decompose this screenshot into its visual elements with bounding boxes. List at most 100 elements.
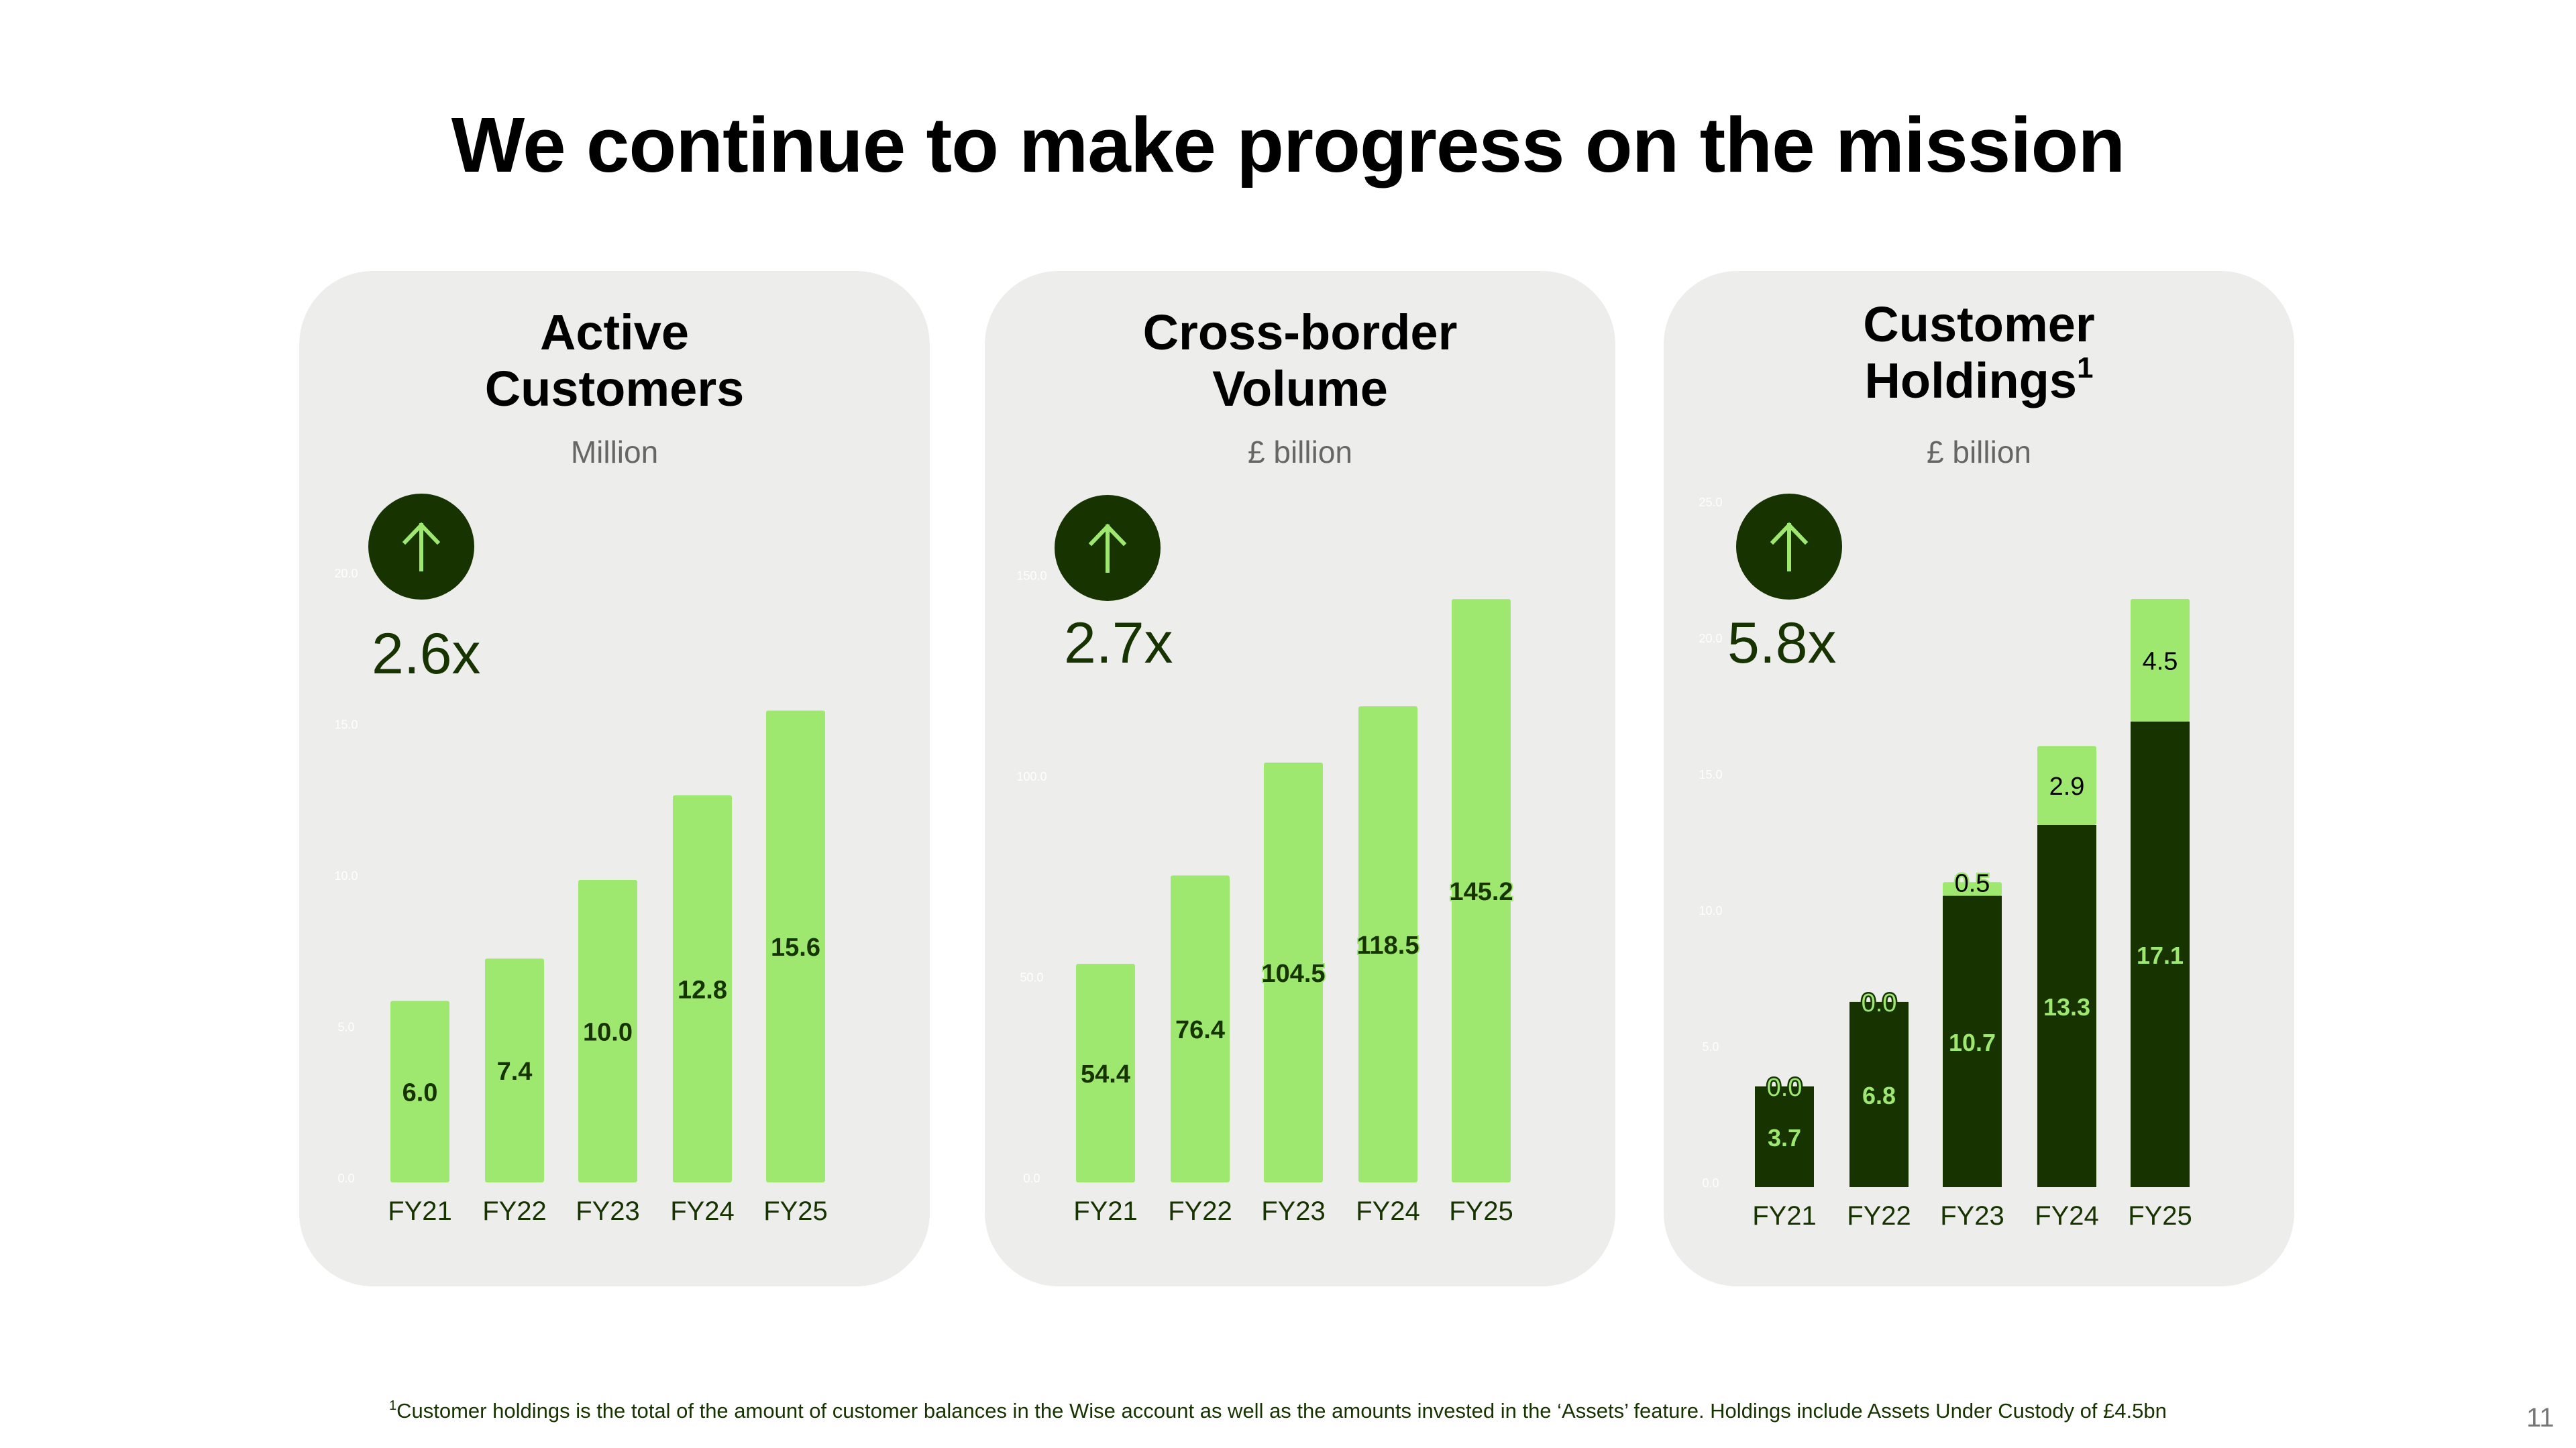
growth-multiplier: 5.8x	[1727, 611, 1837, 675]
card-title-line2: Volume	[985, 361, 1615, 425]
bar-fy25	[766, 710, 825, 1182]
footnote-marker: 1	[2077, 351, 2094, 384]
bar-fy22	[485, 958, 544, 1182]
bar-value-label: 145.2	[1449, 878, 1513, 906]
assets-value-label: 0.0	[1862, 989, 1897, 1017]
bar-fy24	[673, 795, 732, 1182]
x-axis-label: FY22	[1168, 1196, 1232, 1226]
y-tick-label: 5.0	[337, 1021, 354, 1034]
bar-balances-fy23	[1943, 895, 2002, 1187]
assets-value-label: 4.5	[2143, 647, 2178, 675]
bar-value-label: 54.4	[1081, 1060, 1130, 1089]
x-axis-label: FY24	[670, 1196, 735, 1226]
x-axis-label: FY25	[1449, 1196, 1513, 1226]
bar-balances-fy24	[2037, 825, 2096, 1187]
y-tick-label: 100.0	[1016, 770, 1046, 783]
balances-value-label: 6.8	[1862, 1082, 1896, 1109]
y-tick-label: 20.0	[1699, 632, 1722, 645]
bar-fy21	[1076, 964, 1135, 1182]
arrow-up-icon	[402, 522, 441, 571]
bar-value-label: 10.0	[583, 1019, 633, 1047]
x-axis-label: FY25	[2128, 1201, 2192, 1231]
customer-holdings-chart: 0.0 5.0 10.0 15.0 20.0 25.0 3.7 0.0 FY21 6.8 0.0 FY…	[1699, 496, 2192, 1231]
arrow-up-icon	[1770, 522, 1809, 571]
bar-fy23	[1264, 763, 1323, 1182]
y-tick-label: 20.0	[334, 567, 358, 580]
card-title-line2: Holdings1	[1664, 351, 2294, 416]
slide-title: We continue to make progress on the miss…	[451, 101, 2125, 188]
balances-value-label: 10.7	[1949, 1029, 1996, 1056]
card-title-line1: Customer	[1863, 296, 2095, 352]
x-axis-label: FY25	[763, 1196, 828, 1226]
card-title-line2: Customers	[299, 361, 930, 425]
bar-value-label: 15.6	[771, 934, 820, 962]
balances-value-label: 3.7	[1768, 1124, 1801, 1152]
bar-assets-fy25	[2131, 599, 2190, 722]
y-tick-label: 5.0	[1702, 1040, 1719, 1054]
x-axis-label: FY22	[482, 1196, 547, 1226]
bar-assets-fy23	[1943, 882, 2002, 896]
balances-value-label: 13.3	[2043, 993, 2090, 1021]
bar-fy24	[1358, 706, 1417, 1182]
y-tick-label: 10.0	[1699, 904, 1722, 917]
cross-border-volume-chart: 0.0 50.0 100.0 150.0 54.4 FY21 76.4 FY22 104.5 FY…	[1016, 569, 1514, 1227]
x-axis-label: FY22	[1847, 1201, 1911, 1231]
arrow-up-icon	[1088, 523, 1127, 573]
growth-badge	[1736, 494, 1842, 600]
bar-assets-fy24	[2037, 746, 2096, 826]
bar-fy21	[390, 1001, 449, 1182]
y-tick-label: 0.0	[1702, 1176, 1719, 1190]
bar-value-label: 118.5	[1357, 932, 1419, 960]
bar-value-label: 6.0	[402, 1079, 438, 1107]
bar-fy22	[1171, 875, 1230, 1182]
growth-badge	[1055, 495, 1161, 601]
customer-holdings-card: Customer Holdings1 £ billion 5.8x 0.0 5.0…	[1664, 271, 2294, 1286]
footnote-marker: 1	[389, 1398, 397, 1413]
bar-fy23	[578, 880, 637, 1182]
y-tick-label: 15.0	[1699, 768, 1722, 781]
bar-value-label: 76.4	[1175, 1016, 1225, 1044]
assets-value-label: 0.0	[1767, 1074, 1803, 1102]
y-tick-label: 0.0	[337, 1172, 354, 1185]
x-axis-label: FY24	[2035, 1201, 2099, 1231]
card-title: Active Customers	[299, 304, 930, 425]
card-unit: £ billion	[1248, 435, 1352, 469]
assets-value-label: 2.9	[2049, 773, 2085, 801]
bar-balances-fy25	[2131, 721, 2190, 1187]
footnote-text: Customer holdings is the total of the am…	[396, 1399, 2167, 1423]
bar-value-label: 104.5	[1261, 960, 1325, 988]
active-customers-chart: 0.0 5.0 10.0 15.0 20.0 6.0 FY21 7.4 FY22 10.0 FY23…	[334, 567, 828, 1226]
bar-fy25	[1452, 599, 1511, 1182]
x-axis-label: FY23	[1940, 1201, 2004, 1231]
card-title: Customer Holdings1	[1664, 296, 2294, 416]
bar-value-label: 12.8	[678, 976, 727, 1004]
growth-multiplier: 2.7x	[1064, 611, 1173, 675]
bar-value-label: 7.4	[497, 1058, 533, 1086]
cross-border-volume-card: Cross-border Volume £ billion 2.7x 0.0 50…	[985, 271, 1615, 1286]
balances-value-label: 17.1	[2137, 942, 2184, 969]
card-title: Cross-border Volume	[985, 304, 1615, 425]
card-title-line2-text: Holdings	[1864, 353, 2078, 408]
card-title-line1: Active	[539, 304, 690, 360]
footnote: 1Customer holdings is the total of the a…	[389, 1398, 2167, 1423]
card-title-line2-text: Customers	[484, 361, 745, 416]
bar-balances-fy21	[1755, 1086, 1814, 1187]
card-unit: Million	[570, 435, 659, 469]
card-title-line2-text: Volume	[1212, 361, 1388, 416]
y-tick-label: 150.0	[1016, 569, 1046, 583]
assets-value-label: 0.5	[1955, 869, 1990, 897]
card-title-line1: Cross-border	[1142, 304, 1458, 360]
y-tick-label: 10.0	[334, 869, 358, 883]
page-number: 11	[2526, 1403, 2555, 1433]
y-tick-label: 15.0	[334, 718, 358, 732]
bar-balances-fy22	[1849, 1001, 1909, 1187]
x-axis-label: FY21	[388, 1196, 452, 1226]
x-axis-label: FY24	[1356, 1196, 1420, 1226]
growth-badge	[368, 494, 474, 600]
x-axis-label: FY23	[1261, 1196, 1326, 1226]
active-customers-card: Active Customers Million 2.6x 0.0 5.0 10.0…	[299, 271, 930, 1286]
card-unit: £ billion	[1927, 435, 2031, 469]
x-axis-label: FY23	[576, 1196, 640, 1226]
y-tick-label: 50.0	[1020, 971, 1043, 985]
growth-multiplier: 2.6x	[372, 622, 481, 686]
